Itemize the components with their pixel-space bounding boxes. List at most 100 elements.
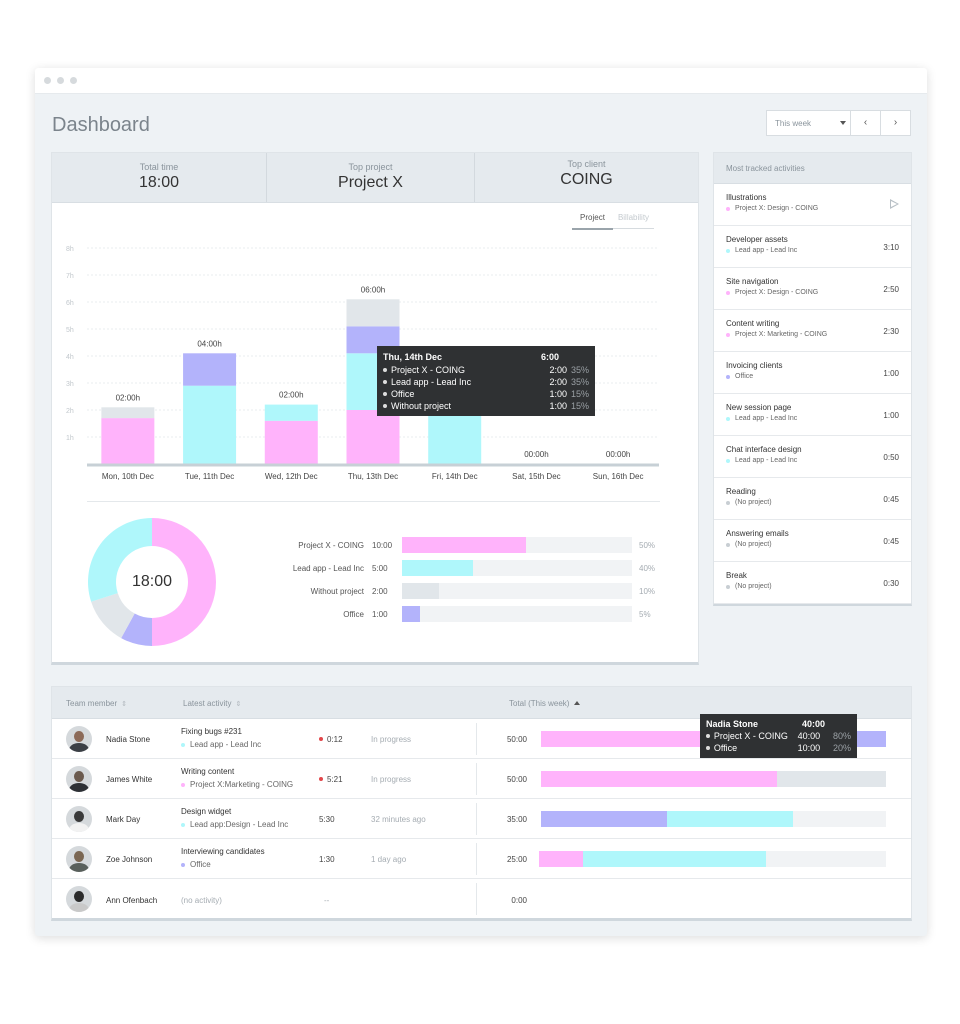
section-divider [87,501,660,502]
team-tooltip: Nadia Stone 40:00 Project X - COING 40:00… [700,714,857,758]
activity-name: Illustrations [726,193,767,202]
tooltip-row-pct: 80% [832,731,851,741]
bar-total-label: 00:00h [524,450,548,459]
window-dot-2[interactable] [57,77,64,84]
activity-item[interactable]: Illustrations Project X: Design - COING [714,184,911,226]
project-dot-icon [726,332,730,337]
column-divider [476,883,477,915]
x-tick-label: Tue, 11th Dec [185,472,234,481]
donut-slice[interactable] [121,613,152,646]
activity-item[interactable]: Content writing Project X: Marketing - CO… [714,310,911,352]
bar-segment[interactable] [346,410,400,464]
activity-project: Lead app - Lead Inc [726,415,911,422]
column-divider [476,803,477,835]
activity-status: 32 minutes ago [371,815,426,824]
tooltip-row-name: Lead app - Lead Inc [391,377,472,387]
activity-duration: 5:21 [319,775,343,784]
bar-segment[interactable] [101,418,155,464]
project-dot-icon [726,584,730,589]
distribution-bar-fill [402,583,439,599]
activity-item[interactable]: Answering emails (No project) 0:45 [714,520,911,562]
distribution-label: Lead app - Lead Inc [292,564,364,573]
project-dot-icon [181,742,185,747]
sort-ascending-icon [574,701,581,705]
bar-segment[interactable] [183,385,237,464]
activity-project: (No project) [726,541,911,548]
activity-time: 2:50 [883,285,899,294]
activity-task: Writing content [181,767,235,776]
window-dot-3[interactable] [70,77,77,84]
avatar-body [69,743,89,752]
table-row[interactable]: Zoe Johnson Interviewing candidates Office… [52,839,911,879]
activity-time: 3:10 [883,243,899,252]
bar-segment[interactable] [183,353,237,386]
window-dot-1[interactable] [44,77,51,84]
member-time-bar [541,771,886,787]
tooltip-row: Project X - COING 40:00 80% [706,730,851,742]
activity-item[interactable]: Developer assets Lead app - Lead Inc 3:10 [714,226,911,268]
donut-slice[interactable] [87,518,152,602]
donut-slice[interactable] [91,593,135,639]
activity-time: 1:00 [883,369,899,378]
activity-item[interactable]: New session page Lead app - Lead Inc 1:00 [714,394,911,436]
bar-segment[interactable] [346,299,400,327]
next-week-button[interactable]: › [880,110,911,136]
member-time-segment[interactable] [583,851,766,867]
bar-segment[interactable] [264,404,318,421]
project-dot-icon [726,290,730,295]
column-team-member[interactable]: Team member ⇕ [66,699,127,708]
activity-item[interactable]: Invoicing clients Office 1:00 [714,352,911,394]
activity-item[interactable]: Break (No project) 0:30 [714,562,911,604]
activity-item[interactable]: Site navigation Project X: Design - COING… [714,268,911,310]
member-total: 50:00 [506,735,527,744]
activity-item[interactable]: Reading (No project) 0:45 [714,478,911,520]
bar-segment[interactable] [101,407,155,419]
most-tracked-card: Most tracked activities Illustrations Pro… [713,152,912,606]
week-select[interactable]: This week [766,110,852,136]
prev-week-button[interactable]: ‹ [850,110,881,136]
bar-total-label: 02:00h [116,393,140,402]
tab-project[interactable]: Project [572,213,613,230]
table-row[interactable]: Ann Ofenbach (no activity) -- 0:00 [52,879,911,921]
avatar-body [69,903,89,912]
distribution-label: Project X - COING [298,541,364,550]
activity-project-label: Lead app - Lead Inc [190,740,262,749]
column-latest-activity[interactable]: Latest activity ⇕ [183,699,241,708]
column-label: Latest activity [183,699,232,708]
activity-project: Project X: Design - COING [726,289,911,296]
bar-segment[interactable] [264,420,318,464]
project-dot-icon [726,248,730,253]
tooltip-row-pct: 15% [570,401,589,411]
stat-label: Top client [567,159,606,169]
table-row[interactable]: James White Writing content Project X:Mark… [52,759,911,799]
member-time-segment[interactable] [539,851,584,867]
activity-project-label: Lead app - Lead Inc [735,247,798,254]
member-time-segment[interactable] [541,811,667,827]
column-total[interactable]: Total (This week) [509,699,581,708]
activity-project: Project X: Marketing - COING [726,331,911,338]
project-dot-icon [726,542,730,547]
column-divider [476,723,477,755]
distribution-bar-track [402,560,632,576]
tab-billability[interactable]: Billability [613,213,654,229]
project-dot-icon [726,206,730,211]
tooltip-total: 40:00 [802,719,826,729]
dot-icon [383,392,387,396]
stat-value: Project X [338,174,403,191]
member-time-segment[interactable] [541,771,777,787]
play-icon[interactable] [890,199,899,209]
project-dot-icon [726,458,730,463]
tooltip-total: 6:00 [541,352,560,362]
tooltip-row: Office 10:00 20% [706,742,851,754]
avatar-head [74,771,84,782]
member-time-segment[interactable] [776,771,886,787]
bar-segment[interactable] [428,410,482,464]
activity-project: (No project) [726,583,911,590]
activity-time: 0:45 [883,537,899,546]
donut-slice[interactable] [152,518,216,646]
table-row[interactable]: Mark Day Design widget Lead app:Design - L… [52,799,911,839]
member-time-segment[interactable] [666,811,793,827]
member-name: Ann Ofenbach [106,896,158,905]
activity-item[interactable]: Chat interface design Lead app - Lead Inc… [714,436,911,478]
activity-name: Break [726,571,747,580]
